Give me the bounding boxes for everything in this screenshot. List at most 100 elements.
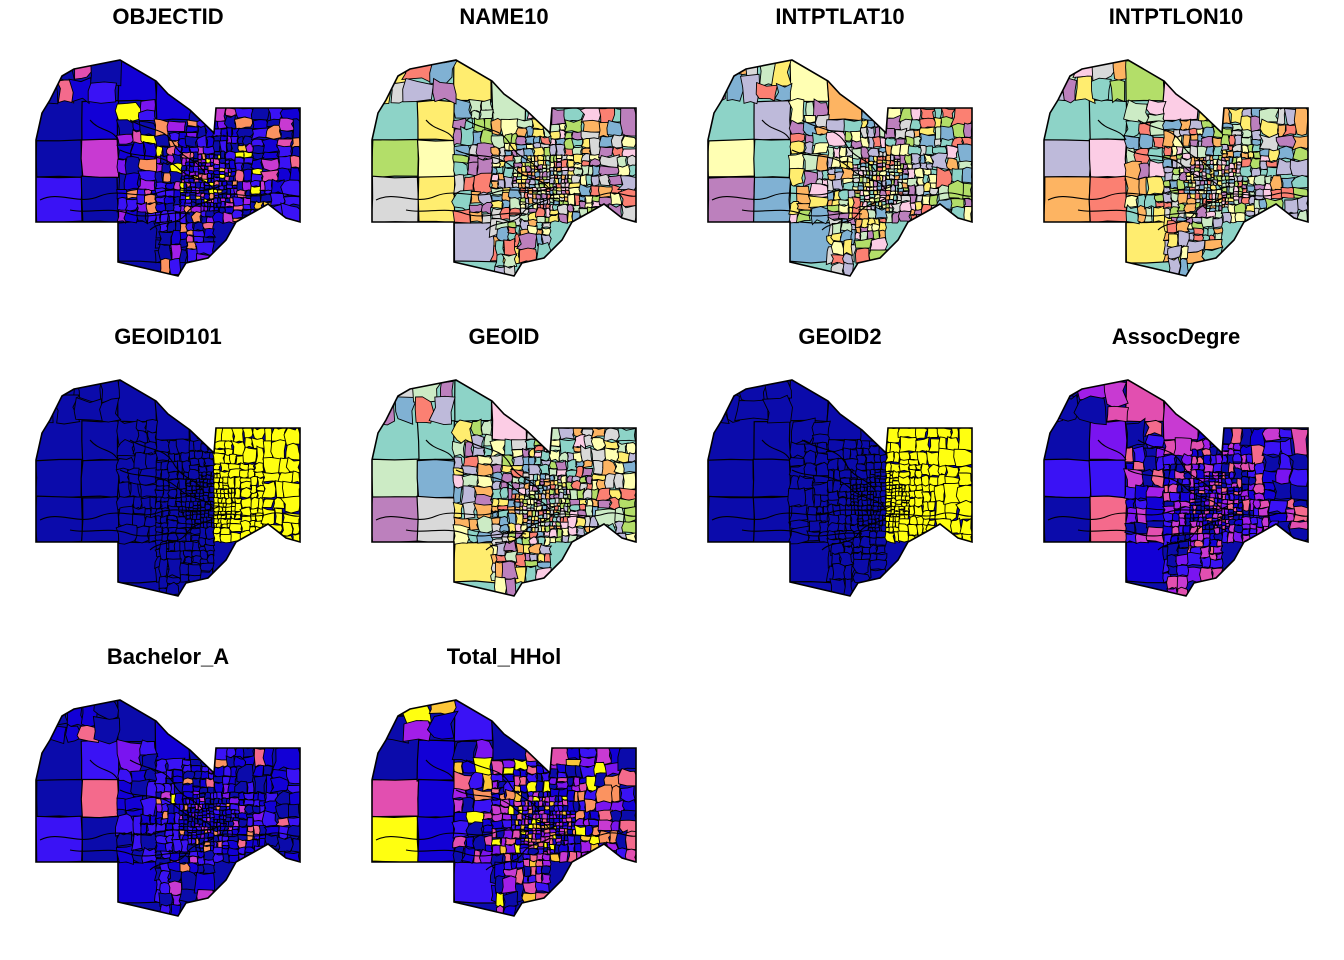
census-tract — [580, 467, 594, 478]
census-tract — [1293, 105, 1308, 136]
census-tract — [619, 785, 636, 804]
census-tract — [504, 550, 519, 564]
census-tract — [212, 211, 227, 225]
census-tract — [170, 243, 182, 261]
census-tract — [1124, 60, 1166, 102]
census-tract — [166, 470, 179, 480]
census-tract — [154, 850, 163, 859]
census-tract — [562, 493, 569, 499]
census-tract — [565, 481, 574, 491]
census-tract — [158, 892, 173, 907]
tract-boundary — [1157, 517, 1223, 551]
census-tract — [1138, 133, 1154, 151]
census-tract — [1268, 532, 1278, 544]
census-tract — [559, 851, 569, 864]
census-tract — [607, 174, 623, 186]
census-tract — [278, 129, 294, 141]
census-tract — [842, 238, 853, 257]
census-tract — [1088, 459, 1127, 499]
census-tract — [1256, 516, 1264, 528]
census-tract — [226, 834, 239, 842]
census-tract — [202, 863, 216, 874]
census-tract — [838, 155, 849, 163]
census-tract — [200, 158, 207, 164]
census-tract — [402, 77, 435, 103]
census-tract — [946, 157, 959, 171]
census-tract — [166, 868, 183, 884]
census-tract — [202, 145, 216, 155]
census-tract — [549, 537, 558, 544]
panel-title: INTPTLON10 — [1108, 4, 1244, 29]
census-tract — [1194, 192, 1201, 200]
census-tract — [188, 93, 203, 110]
census-tract — [166, 120, 187, 132]
census-tract — [564, 189, 570, 195]
census-tract — [708, 138, 756, 178]
census-tract — [206, 439, 216, 447]
census-tract — [522, 880, 538, 895]
census-tract — [170, 229, 182, 246]
census-tract — [875, 536, 887, 546]
census-tract — [789, 213, 799, 224]
census-tract — [752, 458, 792, 498]
census-tract — [414, 396, 435, 424]
census-tract — [937, 465, 948, 477]
census-tract — [262, 746, 275, 767]
census-tract — [203, 193, 211, 201]
census-tract — [623, 505, 636, 524]
census-tract — [825, 118, 847, 132]
census-tract — [165, 757, 186, 772]
census-tract — [261, 498, 275, 509]
census-tract — [572, 800, 580, 813]
census-tract — [869, 180, 874, 188]
tract-boundary — [405, 209, 527, 217]
tract-boundary — [39, 185, 221, 201]
census-tract — [1182, 134, 1191, 147]
census-tract — [961, 166, 972, 184]
census-tract — [212, 206, 220, 212]
census-tract — [80, 138, 120, 179]
tract-boundary — [1127, 149, 1223, 191]
census-tract — [243, 157, 254, 164]
census-tract — [1189, 156, 1196, 166]
census-tract — [1261, 516, 1270, 528]
census-tract — [1209, 102, 1225, 120]
census-tract — [869, 559, 888, 571]
census-tract — [787, 487, 807, 509]
census-tract — [1073, 395, 1107, 426]
census-tract — [242, 446, 258, 464]
census-tract — [540, 865, 551, 874]
census-tract — [774, 82, 793, 102]
census-tract — [1163, 186, 1172, 195]
census-tract — [134, 525, 151, 544]
census-tract — [538, 800, 544, 808]
census-tract — [1211, 192, 1217, 200]
census-tract — [250, 106, 271, 121]
census-tract — [372, 138, 419, 179]
tract-boundary — [465, 119, 541, 173]
census-tract — [708, 458, 756, 498]
census-tract — [65, 723, 81, 743]
tract-boundary — [1221, 192, 1308, 197]
census-tract — [243, 150, 253, 159]
panel-title: NAME10 — [459, 4, 549, 29]
census-tract — [166, 575, 182, 585]
census-tract — [416, 139, 456, 179]
census-tract — [1236, 506, 1243, 513]
census-tract — [187, 740, 207, 764]
census-tract — [99, 397, 122, 423]
tract-boundary — [801, 439, 877, 493]
census-tract — [535, 881, 550, 894]
census-tract — [1044, 495, 1092, 544]
panel-title: AssocDegre — [1111, 324, 1241, 349]
census-tract — [199, 549, 209, 561]
census-tract — [225, 162, 231, 170]
census-tract — [723, 380, 740, 394]
census-tract — [489, 819, 504, 830]
census-tract — [891, 484, 897, 490]
tract-boundary — [119, 789, 215, 831]
census-tract — [617, 163, 631, 177]
tract-boundary — [1221, 512, 1308, 517]
tract-boundary — [801, 119, 877, 173]
tract-boundary — [89, 119, 119, 141]
